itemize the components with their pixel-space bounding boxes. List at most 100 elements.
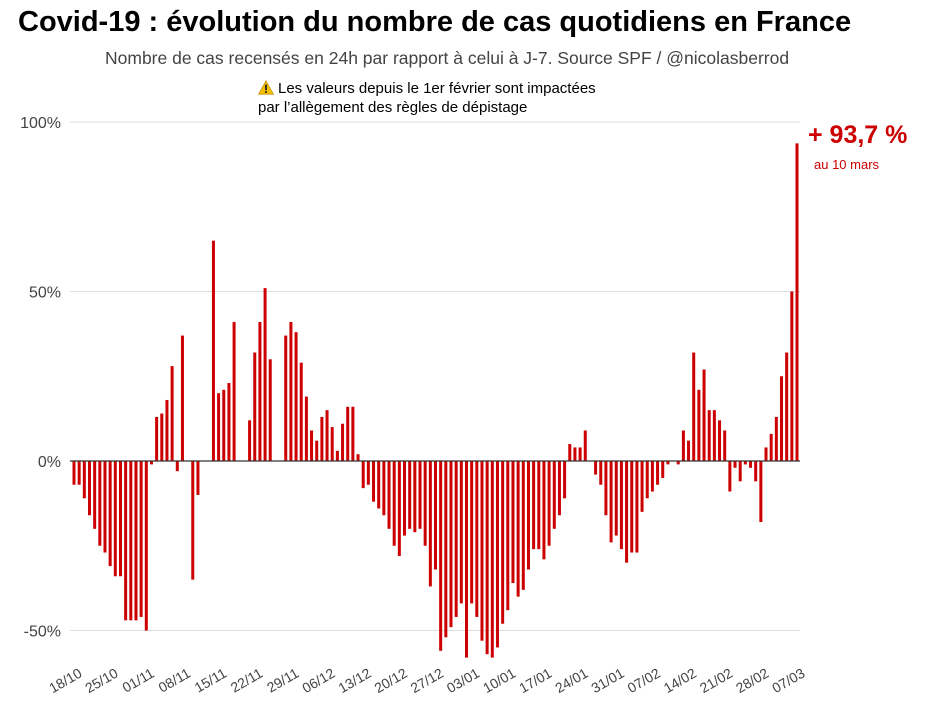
- x-tick-label: 20/12: [371, 665, 410, 696]
- bar: [635, 461, 639, 553]
- bar: [434, 461, 437, 570]
- warning-line-2: par l’allègement des règles de dépistage: [258, 98, 596, 117]
- warning-text-2: par l’allègement des règles de dépistage: [258, 99, 528, 116]
- x-tick-label: 06/12: [299, 665, 338, 696]
- bar: [170, 366, 174, 461]
- x-tick-label: 24/01: [552, 665, 591, 696]
- x-tick-label: 22/11: [228, 665, 266, 696]
- bar: [692, 352, 696, 461]
- bar: [645, 461, 649, 499]
- bar: [666, 461, 670, 465]
- x-tick-label: 31/01: [588, 665, 627, 696]
- bar: [82, 461, 86, 499]
- bar: [361, 461, 365, 489]
- bar: [330, 427, 334, 461]
- bar: [155, 416, 159, 461]
- bar: [681, 430, 685, 461]
- bar: [310, 430, 314, 461]
- bar: [408, 461, 412, 529]
- bar: [573, 447, 577, 461]
- bar: [118, 461, 122, 577]
- bar: [490, 461, 494, 658]
- x-tick-label: 07/02: [625, 665, 664, 696]
- bars: [72, 143, 799, 658]
- bar: [785, 352, 789, 461]
- bar: [625, 461, 629, 563]
- x-tick-label: 01/11: [119, 665, 157, 696]
- bar: [454, 461, 458, 617]
- bar: [619, 461, 623, 550]
- bar: [526, 461, 530, 570]
- bar: [289, 322, 293, 461]
- bar: [325, 410, 329, 461]
- bar: [258, 322, 262, 461]
- warning-line-1: Les valeurs depuis le 1er février sont i…: [258, 79, 596, 98]
- bar: [557, 461, 561, 516]
- bar: [650, 461, 654, 492]
- bar: [382, 461, 386, 516]
- bar: [712, 410, 716, 461]
- bar: [294, 332, 298, 461]
- bar: [304, 396, 308, 461]
- bar: [464, 461, 468, 658]
- bar: [144, 461, 148, 631]
- gridlines: [70, 121, 800, 631]
- bar: [413, 461, 417, 533]
- bar: [299, 362, 303, 461]
- bar: [568, 444, 572, 461]
- bar: [175, 461, 179, 472]
- bar: [475, 461, 479, 617]
- y-tick-label: 0%: [38, 454, 61, 471]
- bar: [532, 461, 536, 550]
- bar: [521, 461, 525, 590]
- bar: [485, 461, 489, 655]
- bar: [516, 461, 520, 597]
- x-axis-labels: 18/1025/1001/1108/1115/1122/1129/1106/12…: [46, 665, 808, 696]
- bar: [180, 335, 184, 461]
- bar: [769, 433, 773, 461]
- bar: [774, 416, 778, 461]
- bar: [604, 461, 608, 516]
- bar: [470, 461, 474, 604]
- x-tick-label: 21/02: [697, 665, 736, 696]
- x-tick-label: 17/01: [516, 665, 555, 696]
- chart-subtitle: Nombre de cas recensés en 24h par rappor…: [105, 48, 790, 68]
- bar: [377, 461, 381, 509]
- bar: [341, 423, 345, 461]
- bar: [108, 461, 112, 567]
- testing-rules-warning: Les valeurs depuis le 1er février sont i…: [258, 79, 596, 117]
- bar: [702, 369, 706, 461]
- bar: [315, 440, 319, 461]
- last-value-date: au 10 mars: [814, 157, 880, 172]
- bar: [511, 461, 515, 584]
- bar: [552, 461, 556, 529]
- y-tick-label: 100%: [20, 115, 61, 132]
- bar: [583, 430, 587, 461]
- bar: [351, 406, 355, 461]
- bar: [232, 322, 236, 461]
- bar: [217, 393, 221, 461]
- bar: [387, 461, 391, 529]
- bar: [87, 461, 91, 516]
- bar: [614, 461, 618, 536]
- bar: [392, 461, 396, 546]
- x-tick-label: 27/12: [408, 665, 447, 696]
- bar: [356, 454, 360, 461]
- bar: [790, 291, 794, 461]
- bar: [594, 461, 598, 475]
- y-axis-labels: 100% 50% 0% -50%: [20, 115, 61, 641]
- bar: [738, 461, 742, 482]
- bar: [263, 288, 267, 461]
- bar: [134, 461, 138, 621]
- x-tick-label: 03/01: [444, 665, 483, 696]
- bar: [780, 376, 784, 461]
- bar: [754, 461, 758, 482]
- bar: [640, 461, 644, 512]
- bar: [707, 410, 711, 461]
- bar: [320, 416, 324, 461]
- bar: [93, 461, 97, 529]
- bar: [723, 430, 727, 461]
- x-tick-label: 10/01: [480, 665, 519, 696]
- bar: [676, 461, 680, 465]
